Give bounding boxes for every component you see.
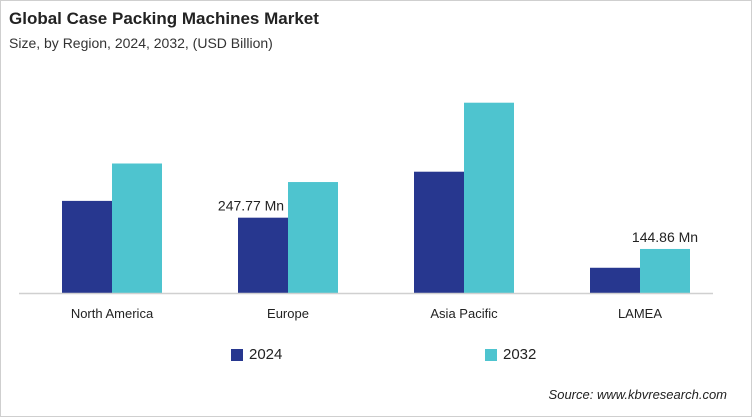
legend-label-2032: 2032 xyxy=(503,346,537,363)
bar-north-america-2024 xyxy=(62,200,112,293)
x-tick-label: LAMEA xyxy=(618,306,662,321)
data-label: 144.86 Mn xyxy=(632,229,698,245)
bar-lamea-2032 xyxy=(640,248,690,293)
chart-title: Global Case Packing Machines Market xyxy=(9,9,319,28)
legend-item-2024: 2024 xyxy=(231,346,282,363)
bar-asia-pacific-2024 xyxy=(414,171,464,293)
data-label: 247.77 Mn xyxy=(218,198,284,214)
bar-asia-pacific-2032 xyxy=(464,102,514,293)
bar-europe-2032 xyxy=(288,182,338,293)
legend-label-2024: 2024 xyxy=(249,346,283,363)
chart-subtitle: Size, by Region, 2024, 2032, (USD Billio… xyxy=(9,35,273,51)
legend-item-2032: 2032 xyxy=(485,346,536,363)
legend-swatch-2032 xyxy=(485,348,497,361)
source-note: Source: www.kbvresearch.com xyxy=(548,387,727,402)
bar-lamea-2024 xyxy=(590,267,640,293)
bar-europe-2024 xyxy=(238,217,288,293)
legend-swatch-2024 xyxy=(231,348,243,361)
bar-north-america-2032 xyxy=(112,163,162,293)
x-tick-label: Europe xyxy=(267,306,309,321)
x-tick-label: North America xyxy=(71,306,154,321)
x-tick-label: Asia Pacific xyxy=(430,306,498,321)
